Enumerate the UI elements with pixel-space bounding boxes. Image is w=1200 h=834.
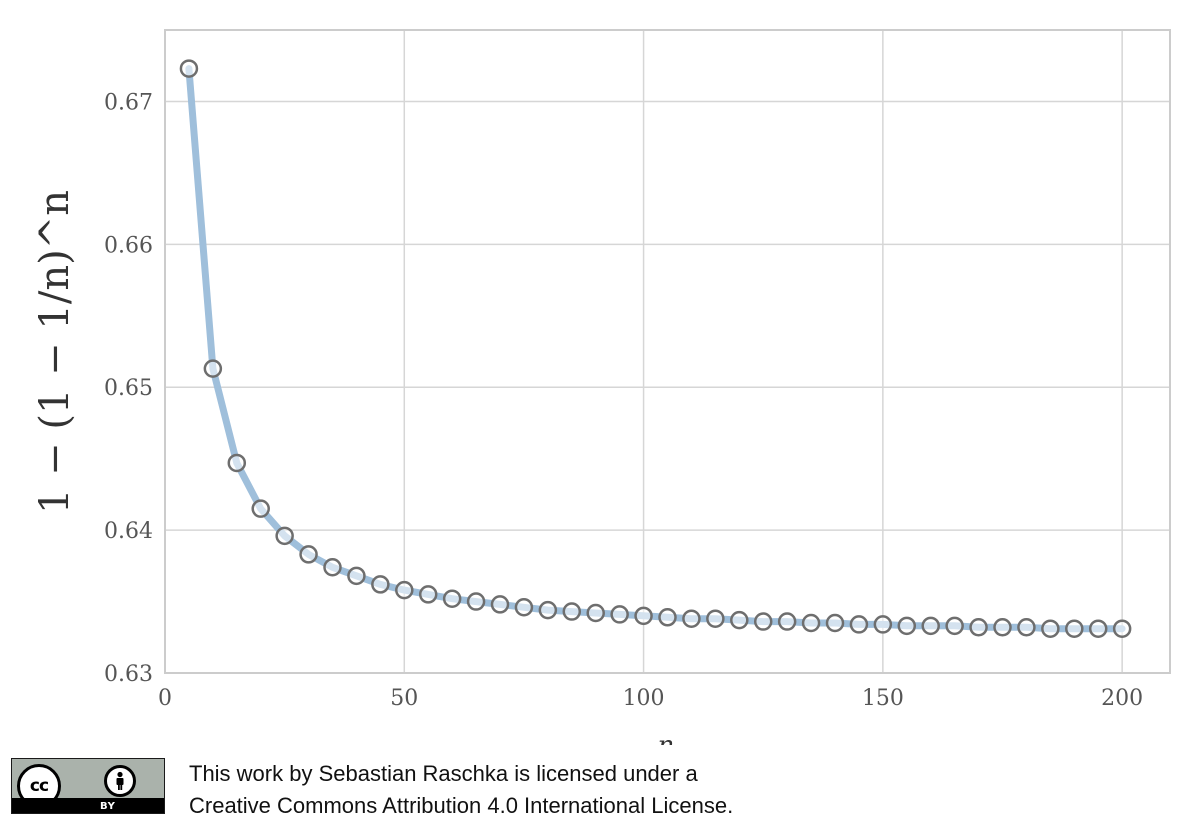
attribution-person-icon [104, 765, 136, 797]
data-point [562, 602, 582, 621]
grid [164, 30, 1170, 674]
x-tick-label: 100 [623, 686, 665, 711]
y-tick-label: 0.65 [104, 376, 153, 401]
data-point [1017, 618, 1036, 637]
license-line-2[interactable]: Creative Commons Attribution 4.0 Interna… [189, 793, 734, 818]
x-tick-label: 200 [1101, 686, 1143, 711]
x-tick-label: 50 [390, 686, 418, 711]
badge-footer-bar [12, 798, 164, 813]
data-point [753, 612, 773, 631]
x-tick-label: 0 [158, 686, 172, 711]
y-tick-label: 0.64 [104, 519, 153, 544]
data-point [897, 616, 917, 636]
plot-frame [164, 29, 1171, 674]
data-point [706, 609, 725, 628]
data-point [323, 558, 342, 577]
data-point [275, 526, 294, 546]
y-axis-ticks: 0.63 0.64 0.65 0.66 0.67 [104, 90, 153, 687]
y-tick-label: 0.66 [104, 233, 153, 258]
data-point [1112, 619, 1132, 638]
x-axis-ticks: 0 50 100 150 200 [158, 686, 1143, 711]
data-point [418, 585, 438, 604]
x-tick-label: 150 [862, 686, 904, 711]
license-notice: This work by Sebastian Raschka is licens… [189, 758, 733, 822]
data-point [490, 595, 510, 614]
data-point [1088, 619, 1108, 638]
license-line-1: This work by Sebastian Raschka is licens… [189, 761, 698, 786]
y-axis-label-text: 1 − (1 − 1/n)^n [32, 190, 78, 514]
y-axis-label: 1 − (1 − 1/n)^n [32, 190, 78, 514]
data-point [682, 609, 701, 628]
data-point [993, 618, 1012, 637]
series-line [185, 65, 1126, 633]
badge-by-label: BY [100, 801, 116, 812]
y-tick-label: 0.63 [104, 662, 153, 687]
data-point [251, 499, 270, 518]
cc-by-badge[interactable]: cc BY [11, 758, 165, 814]
x-axis-label: n [658, 731, 675, 745]
data-point [873, 615, 893, 634]
data-point [921, 616, 940, 636]
data-point [825, 613, 845, 633]
data-point [969, 618, 988, 637]
data-point [634, 606, 653, 626]
data-point [227, 453, 247, 473]
data-point [395, 580, 414, 600]
data-point [203, 359, 223, 378]
data-point [466, 592, 486, 611]
data-point [658, 608, 677, 627]
data-point [538, 600, 558, 620]
data-markers [179, 59, 1132, 638]
data-point [514, 598, 534, 617]
data-point [610, 605, 629, 624]
data-point [179, 59, 199, 78]
data-point [801, 613, 821, 633]
data-point [730, 610, 749, 630]
data-point [371, 575, 390, 594]
y-tick-label: 0.67 [104, 90, 153, 115]
data-point [442, 589, 462, 608]
data-point [777, 612, 797, 631]
data-point [299, 545, 318, 564]
data-point [1065, 619, 1084, 638]
data-point [586, 603, 605, 623]
data-point [849, 615, 869, 634]
data-point [1041, 619, 1060, 638]
data-point [945, 616, 964, 636]
data-point [347, 566, 366, 586]
chart: 0 50 100 150 200 0.63 0.64 0.65 0.66 0.67 1 − (1… [32, 29, 1171, 745]
